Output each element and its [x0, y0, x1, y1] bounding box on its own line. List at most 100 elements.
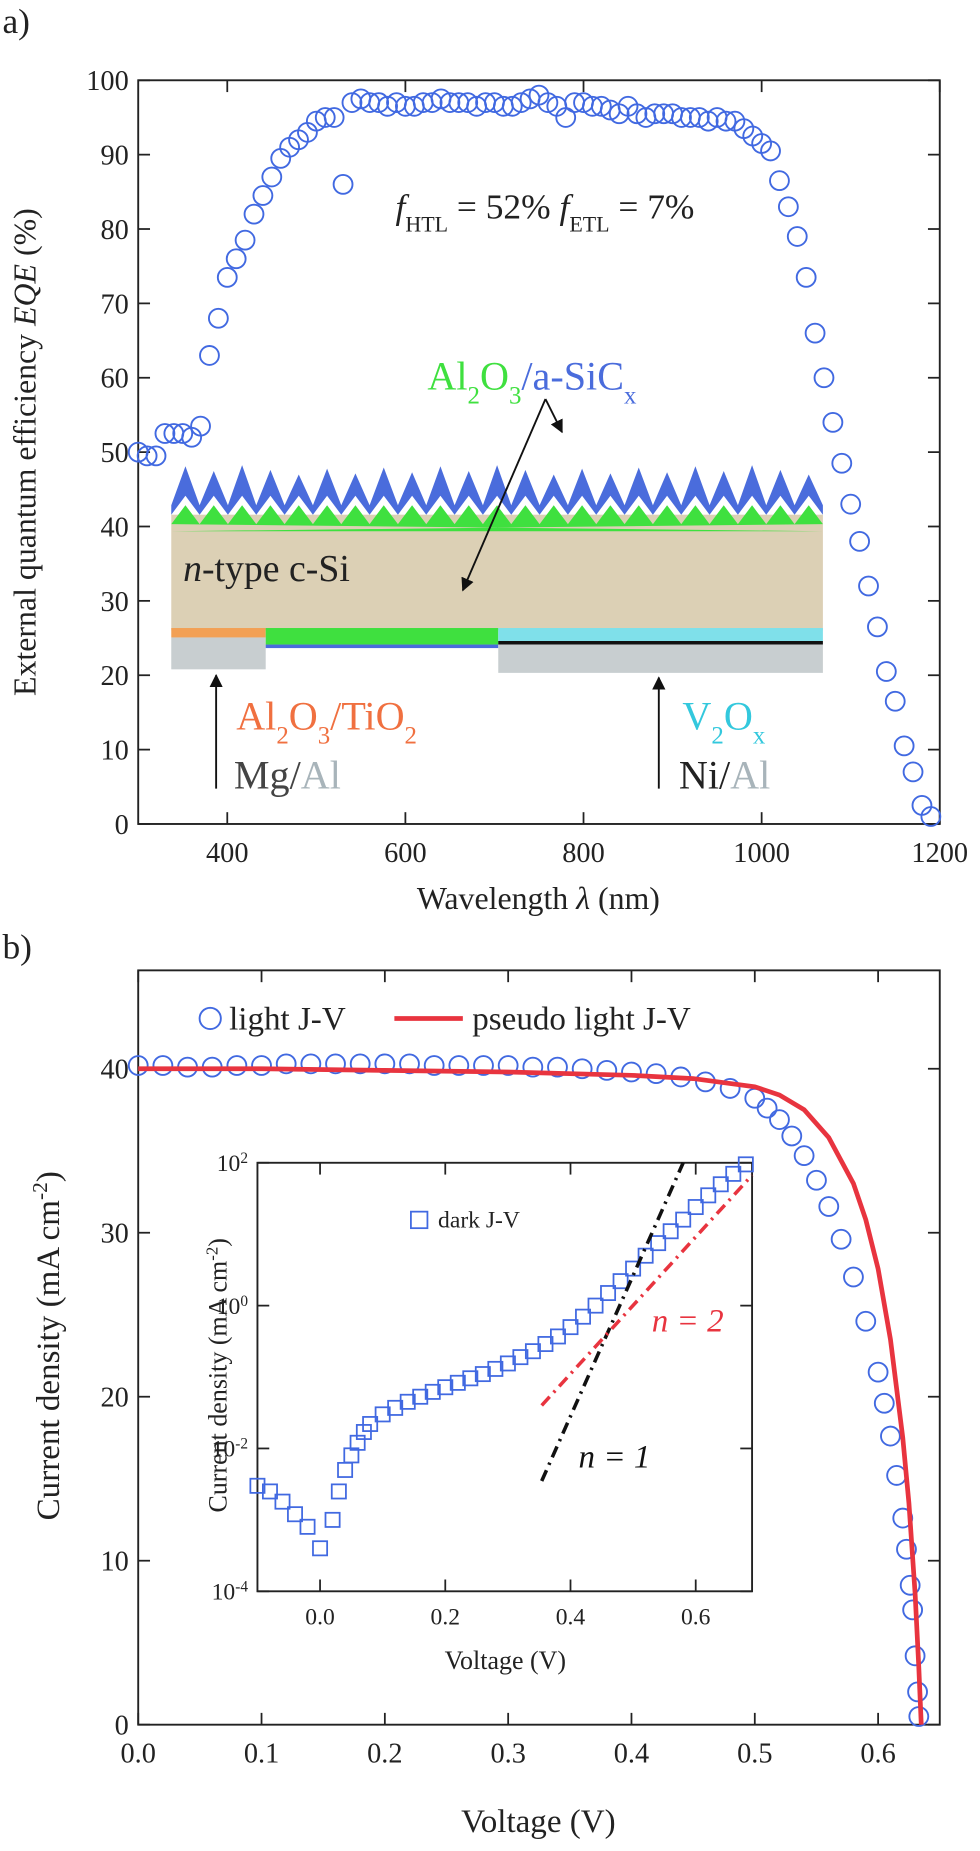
- series-line: [540, 1174, 754, 1407]
- marker: [424, 1383, 441, 1400]
- legend-marker: [410, 1210, 429, 1230]
- y-tick-label: 10-4: [212, 1578, 249, 1606]
- marker: [867, 1361, 889, 1383]
- layer-label: Ni/Al: [679, 753, 770, 798]
- label-part: V: [682, 694, 711, 739]
- marker: [349, 1053, 371, 1075]
- marker: [596, 1060, 618, 1081]
- label-part: 10: [212, 1580, 236, 1606]
- marker: [612, 1273, 629, 1290]
- label-part: HTL: [405, 211, 448, 236]
- y-tick-label: 100: [86, 66, 129, 97]
- marker: [855, 1310, 877, 1332]
- y-tick-label: 80: [100, 215, 128, 246]
- axis-label: External quantum efficiency EQE (%): [8, 208, 43, 696]
- marker: [537, 92, 559, 113]
- y-tick-label: 10-2: [212, 1435, 248, 1463]
- label-part: Mg/: [234, 753, 302, 798]
- marker: [902, 761, 924, 783]
- label-part: O: [480, 354, 509, 399]
- marker: [423, 1055, 445, 1076]
- marker: [886, 1465, 907, 1486]
- axis-label: Current density (mA cm-2): [202, 1238, 232, 1512]
- x-tick-label: 0.3: [490, 1738, 525, 1769]
- marker: [867, 616, 888, 638]
- layer-label: Al2O3/TiO2: [236, 694, 417, 750]
- y-tick-label: 90: [100, 141, 128, 172]
- label-part: Wavelength: [417, 881, 576, 916]
- marker: [487, 1360, 504, 1377]
- marker: [760, 140, 781, 162]
- label-part: 10: [217, 1294, 241, 1320]
- axis-label: Current density (mA cm-2): [28, 1171, 67, 1520]
- marker: [275, 1053, 297, 1075]
- layer-label: Al2O3/a-SiCx: [427, 354, 637, 410]
- sic-strip: [265, 644, 499, 649]
- marker: [387, 1399, 404, 1416]
- marker: [136, 445, 158, 467]
- marker: [675, 1211, 692, 1228]
- label-part: ): [204, 1238, 233, 1247]
- marker: [737, 1156, 754, 1173]
- marker: [884, 690, 906, 712]
- y-tick-label: 30: [100, 1219, 128, 1250]
- marker: [412, 1388, 429, 1405]
- marker: [261, 1483, 278, 1500]
- y-tick-label: 20: [100, 1383, 128, 1414]
- arrow: [544, 398, 563, 434]
- label-part: = 7%: [610, 186, 695, 226]
- line-label: n = 1: [579, 1439, 651, 1475]
- marker: [858, 575, 879, 597]
- x-tick-label: 0.6: [681, 1604, 711, 1630]
- marker: [145, 445, 167, 467]
- marker: [725, 1165, 742, 1182]
- x-tick-label: 0.0: [305, 1604, 335, 1630]
- etl-strip: [498, 628, 823, 642]
- label-part: Al: [301, 753, 341, 798]
- mg-al-contact: [171, 637, 266, 670]
- marker: [920, 806, 942, 827]
- marker: [777, 196, 799, 218]
- marker: [512, 1349, 529, 1366]
- marker: [687, 1199, 704, 1216]
- marker: [362, 1416, 379, 1432]
- x-tick-label: 400: [206, 838, 249, 869]
- marker: [873, 1392, 895, 1414]
- x-tick-label: 600: [384, 838, 427, 869]
- y-tick-label: 10: [100, 1547, 128, 1578]
- sic-layer: [171, 465, 823, 515]
- label-part: 2: [711, 722, 723, 749]
- y-tick-label: 40: [100, 1055, 128, 1086]
- label-part: 3: [509, 382, 521, 409]
- fraction-annotation: fHTL = 52% fETL = 7%: [396, 186, 695, 235]
- marker: [893, 735, 915, 757]
- marker: [806, 1169, 827, 1191]
- marker: [662, 1223, 679, 1240]
- marker: [300, 1053, 322, 1075]
- marker: [448, 1055, 470, 1076]
- y-tick-label: 70: [100, 289, 128, 320]
- marker: [555, 107, 577, 128]
- layer-label: n-type c-Si: [183, 548, 350, 590]
- y-tick-label: 10: [100, 736, 128, 767]
- marker: [700, 1187, 717, 1204]
- label-part: ETL: [569, 211, 609, 236]
- marker: [600, 1285, 617, 1302]
- label-part: Current density (mA cm: [31, 1200, 67, 1521]
- marker: [474, 1366, 491, 1383]
- marker: [473, 1055, 494, 1076]
- marker: [449, 1374, 466, 1391]
- legend-marker: [198, 1006, 222, 1031]
- marker: [547, 1056, 568, 1078]
- marker: [249, 1477, 266, 1494]
- marker: [216, 266, 238, 288]
- marker: [190, 415, 211, 437]
- marker: [769, 170, 790, 192]
- marker: [226, 1055, 248, 1076]
- panel-label: a): [2, 1, 30, 41]
- marker: [645, 1063, 667, 1085]
- label-part: Al: [427, 354, 467, 399]
- x-tick-label: 0.6: [860, 1738, 895, 1769]
- label-part: ): [31, 1171, 67, 1182]
